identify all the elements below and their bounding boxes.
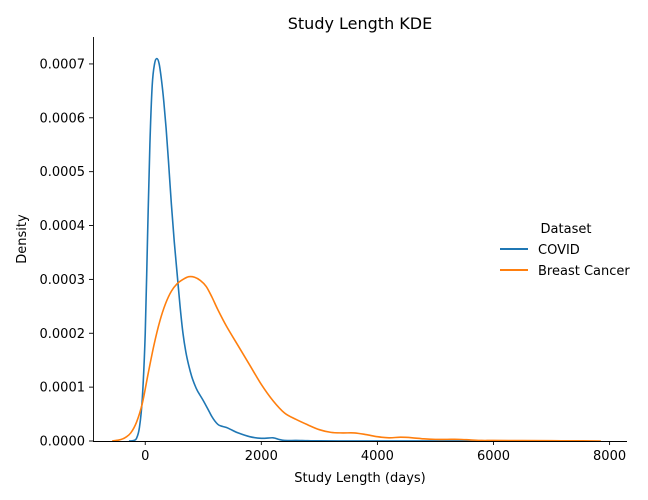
y-tick-label: 0.0000 bbox=[40, 435, 86, 450]
y-tick-label: 0.0006 bbox=[40, 111, 86, 126]
y-tick-label: 0.0004 bbox=[40, 219, 86, 234]
series-lines bbox=[112, 57, 601, 442]
x-axis-label: Study Length (days) bbox=[294, 471, 425, 486]
y-tick-label: 0.0002 bbox=[40, 327, 86, 342]
legend-title: Dataset bbox=[541, 222, 592, 237]
x-tick-label: 4000 bbox=[361, 449, 394, 464]
x-tick-label: 2000 bbox=[245, 449, 278, 464]
x-tick-label: 8000 bbox=[593, 449, 626, 464]
x-tick-label: 6000 bbox=[477, 449, 510, 464]
x-axis-ticks: 0 2000 4000 6000 8000 bbox=[141, 441, 626, 464]
y-tick-label: 0.0003 bbox=[40, 273, 86, 288]
y-axis-label: Density bbox=[15, 214, 30, 264]
y-tick-label: 0.0001 bbox=[40, 381, 86, 396]
legend-label-breast-cancer: Breast Cancer bbox=[538, 264, 630, 279]
legend-label-covid: COVID bbox=[538, 243, 580, 258]
series-line-covid bbox=[128, 57, 506, 442]
y-tick-label: 0.0005 bbox=[40, 165, 86, 180]
chart-title: Study Length KDE bbox=[288, 14, 432, 33]
y-tick-label: 0.0007 bbox=[40, 57, 86, 72]
y-axis-ticks: 0.0000 0.0001 0.0002 0.0003 0.0004 0.0005 0.00… bbox=[40, 57, 93, 450]
legend: Dataset COVID Breast Cancer bbox=[500, 222, 630, 279]
series-line-breast-cancer bbox=[112, 275, 601, 442]
x-tick-label: 0 bbox=[141, 449, 149, 464]
